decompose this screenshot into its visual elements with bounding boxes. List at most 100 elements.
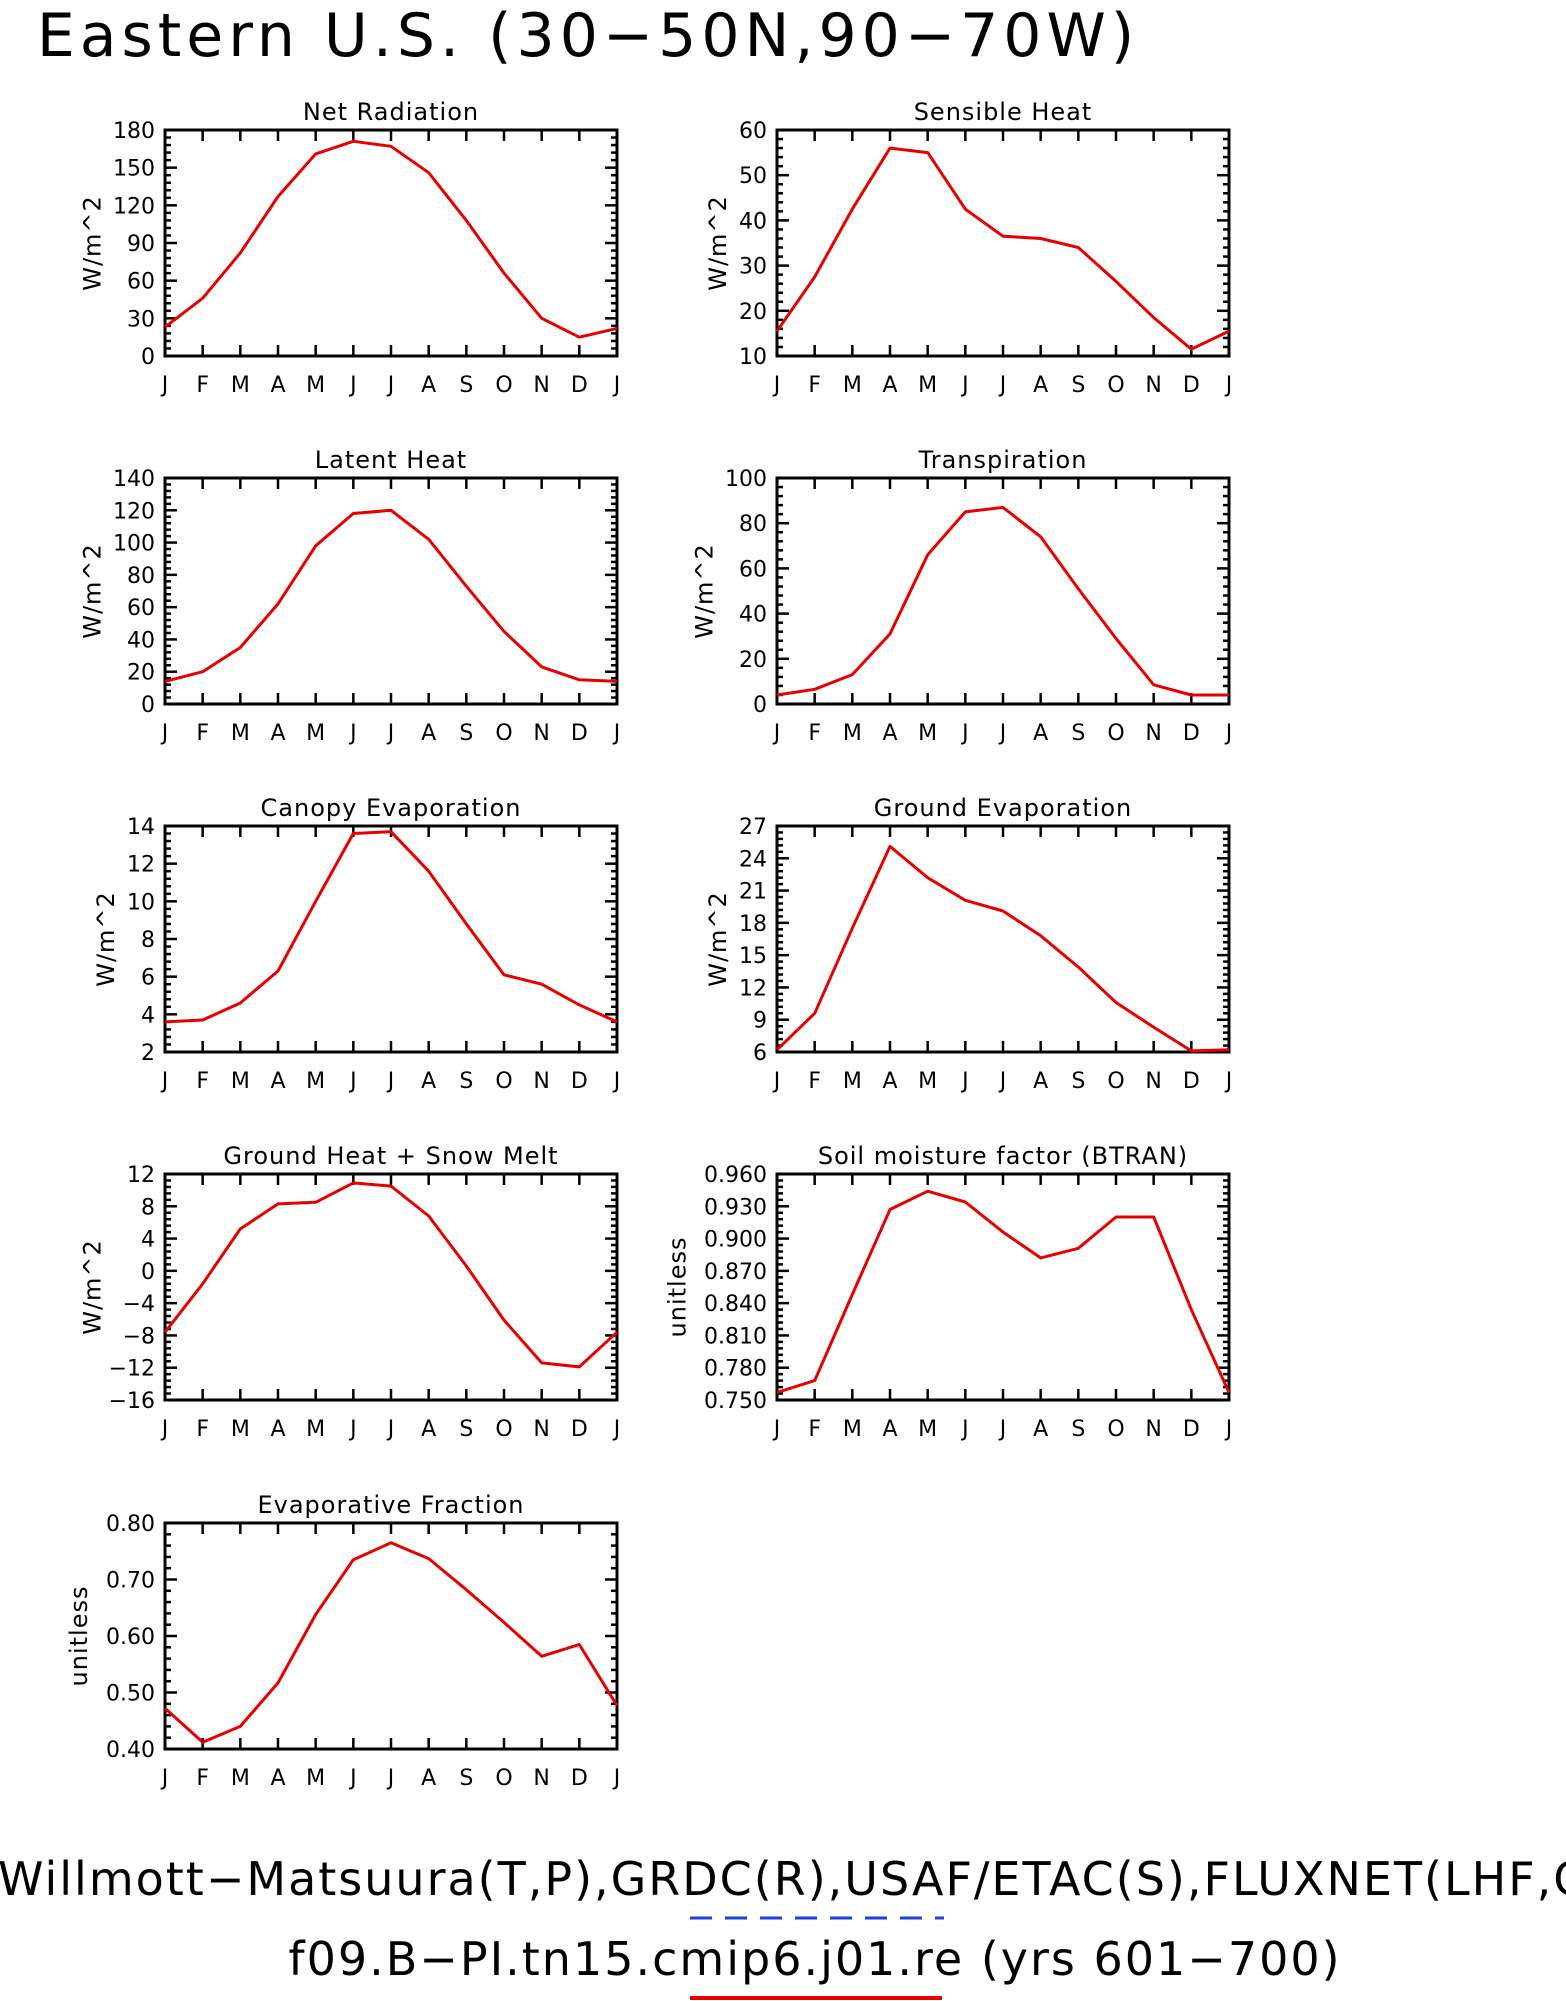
x-tick-label: J <box>1224 721 1233 746</box>
y-tick-label: 40 <box>127 628 155 653</box>
y-tick-label: 10 <box>127 890 155 915</box>
x-tick-label: J <box>998 721 1007 746</box>
footer-line-2: f09.B−PI.tn15.cmip6.j01.re (yrs 601−700) <box>288 1932 1341 1986</box>
y-tick-label: 27 <box>739 815 767 840</box>
series-line <box>775 844 1230 1053</box>
x-tick-label: F <box>196 1069 209 1094</box>
x-tick-label: J <box>1224 373 1233 398</box>
x-tick-label: M <box>918 1069 937 1094</box>
x-tick-label: J <box>612 1069 621 1094</box>
y-tick-label: 50 <box>739 164 767 189</box>
x-tick-label: J <box>612 721 621 746</box>
plot-frame <box>775 824 1231 1054</box>
series-line <box>776 505 1229 697</box>
x-tick-label: A <box>1033 373 1048 398</box>
series-line <box>775 146 1230 351</box>
x-tick-label: O <box>1107 1417 1124 1442</box>
x-tick-label: J <box>998 373 1007 398</box>
x-tick-label: M <box>843 721 862 746</box>
y-tick-label: 0.870 <box>704 1260 767 1285</box>
y-axis-label: W/m^2 <box>704 891 732 987</box>
x-tick-label: J <box>386 721 395 746</box>
y-tick-label: 0.750 <box>704 1389 767 1414</box>
x-tick-label: J <box>960 373 969 398</box>
series-line <box>164 139 618 339</box>
x-tick-label: A <box>421 1069 436 1094</box>
y-tick-label: 9 <box>753 1009 767 1034</box>
x-tick-label: M <box>231 1069 250 1094</box>
x-tick-label: M <box>918 721 937 746</box>
x-tick-label: J <box>160 373 169 398</box>
x-tick-label: J <box>1224 1417 1233 1442</box>
y-tick-label: 0 <box>141 345 155 370</box>
x-tick-label: O <box>495 1417 512 1442</box>
x-tick-label: A <box>421 1417 436 1442</box>
y-tick-label: 8 <box>141 928 155 953</box>
plot-frame <box>775 1172 1231 1402</box>
x-tick-label: F <box>808 373 821 398</box>
x-tick-label: N <box>533 373 549 398</box>
x-tick-label: F <box>808 1417 821 1442</box>
x-tick-label: J <box>386 373 395 398</box>
y-tick-label: 0.60 <box>106 1625 155 1650</box>
x-tick-label: O <box>1107 1069 1124 1094</box>
y-tick-label: 20 <box>739 648 767 673</box>
y-tick-label: 60 <box>739 557 767 582</box>
x-tick-label: D <box>1183 721 1200 746</box>
y-tick-label: 0.930 <box>704 1195 767 1220</box>
y-tick-label: 0 <box>753 693 767 718</box>
series-line <box>164 508 618 683</box>
x-tick-label: N <box>533 721 549 746</box>
x-tick-label: A <box>270 721 285 746</box>
y-tick-label: 20 <box>739 300 767 325</box>
y-tick-label: 0 <box>141 693 155 718</box>
y-tick-label: 8 <box>141 1195 155 1220</box>
x-tick-label: D <box>571 373 588 398</box>
panel-title: Sensible Heat <box>914 98 1093 126</box>
x-tick-label: J <box>1224 1069 1233 1094</box>
x-tick-label: J <box>772 721 781 746</box>
y-tick-label: 80 <box>739 512 767 537</box>
panel-title: Ground Heat + Snow Melt <box>223 1142 558 1170</box>
y-tick-label: 30 <box>127 307 155 332</box>
footer-line-1: Willmott−Matsuura(T,P),GRDC(R),USAF/ETAC… <box>0 1852 1566 1906</box>
y-tick-label: 0.840 <box>704 1292 767 1317</box>
x-tick-label: M <box>231 373 250 398</box>
y-tick-label: 12 <box>127 1163 155 1188</box>
x-tick-label: A <box>270 1417 285 1442</box>
x-tick-label: F <box>196 373 209 398</box>
y-tick-label: 4 <box>141 1228 155 1253</box>
y-tick-label: −12 <box>109 1357 155 1382</box>
x-tick-label: D <box>571 1069 588 1094</box>
panel-title: Canopy Evaporation <box>261 794 522 822</box>
y-tick-label: −16 <box>109 1389 155 1414</box>
x-tick-label: A <box>421 373 436 398</box>
panel-title: Ground Evaporation <box>874 794 1132 822</box>
x-tick-label: J <box>772 1417 781 1442</box>
plot-frame <box>163 1521 619 1751</box>
y-axis-label: unitless <box>664 1237 692 1338</box>
x-tick-label: M <box>918 373 937 398</box>
y-tick-label: 140 <box>113 467 155 492</box>
series-line <box>163 1541 619 1744</box>
x-tick-label: J <box>348 1766 357 1791</box>
x-tick-label: M <box>843 373 862 398</box>
x-tick-label: A <box>1033 1069 1048 1094</box>
y-tick-label: 20 <box>127 661 155 686</box>
x-tick-label: O <box>495 1766 512 1791</box>
y-axis-label: unitless <box>65 1586 93 1687</box>
x-tick-label: J <box>160 721 169 746</box>
y-tick-label: 60 <box>739 119 767 144</box>
x-tick-label: J <box>160 1069 169 1094</box>
chart-panel-transpiration: J F M A M J J A S O N D J020406080100TranspirationW/… <box>691 446 1233 746</box>
x-tick-label: A <box>882 721 897 746</box>
x-tick-label: M <box>231 1417 250 1442</box>
y-tick-label: 2 <box>141 1041 155 1066</box>
y-tick-label: 0.810 <box>704 1324 767 1349</box>
